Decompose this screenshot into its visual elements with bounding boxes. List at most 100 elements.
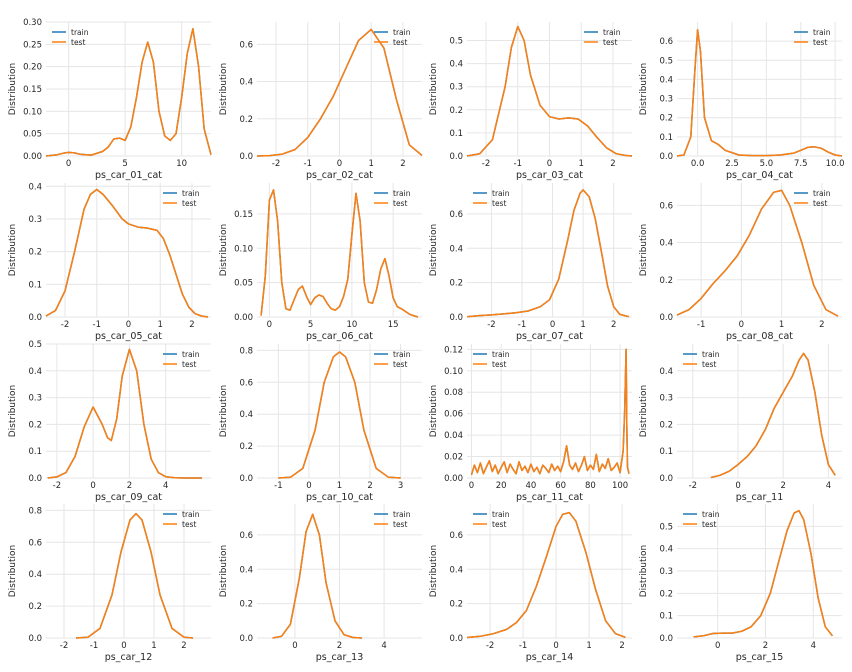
legend-label-train: train	[393, 350, 411, 359]
legend-label-train: train	[813, 28, 831, 37]
x-tick-label: 0	[547, 159, 552, 169]
y-tick-label: 0.3	[659, 394, 673, 404]
x-tick-label: 1	[369, 159, 374, 169]
y-tick-label: 0.4	[28, 367, 42, 377]
legend-label-train: train	[492, 189, 510, 198]
subplot-ps-car-11-cat: 0 20 40 60 80 100 0.00 0.02 0.04 0.06 0.08 0.10 0.12…	[429, 344, 632, 503]
x-tick-label: 4	[381, 641, 386, 651]
y-tick-label: 0.5	[449, 36, 463, 46]
x-axis-label: ps_car_08_cat	[726, 331, 793, 342]
y-axis-label: Distribution	[8, 224, 18, 277]
subplot-ps-car-15: 0 2 4 0.0 0.1 0.2 0.3 0.4 0.5 ps_car_15 Distributi…	[639, 504, 842, 663]
x-tick-label: 5	[308, 320, 313, 330]
subplot-ps-car-03-cat: -2 -1 0 1 2 0.0 0.1 0.2 0.3 0.4 0.5 ps_car_03_cat Di…	[429, 22, 633, 181]
x-tick-label: -1	[274, 481, 282, 491]
y-tick-label: 0.6	[239, 40, 253, 50]
legend-label-test: test	[71, 38, 85, 47]
y-tick-label: 0.3	[659, 95, 673, 105]
x-tick-label: 4	[826, 481, 831, 491]
x-tick-label: 2	[337, 641, 342, 651]
x-tick-label: 1	[151, 641, 156, 651]
series-line-train	[272, 513, 362, 639]
x-axis-label: ps_car_14	[526, 652, 574, 663]
y-tick-label: 0.0	[449, 313, 463, 323]
y-tick-label: 0.5	[659, 56, 673, 66]
y-tick-label: 0.3	[28, 215, 42, 225]
x-tick-label: 2	[781, 481, 786, 491]
y-tick-label: 0.0	[28, 634, 42, 644]
series-line-test	[260, 189, 419, 318]
subplot-ps-car-04-cat: 0.0 2.5 5.0 7.5 10.0 0.0 0.1 0.2 0.3 0.4 0.5 0.6 ps_…	[639, 22, 845, 181]
series-line-train	[693, 509, 833, 638]
y-tick-label: 0.1	[659, 133, 673, 143]
y-tick-label: 0.8	[239, 346, 253, 356]
x-axis-label: ps_car_15	[736, 652, 784, 663]
x-axis-label: ps_car_13	[316, 652, 364, 663]
y-tick-label: 0.3	[28, 394, 42, 404]
x-tick-label: 10.0	[826, 159, 845, 169]
y-axis-label: Distribution	[219, 385, 229, 438]
y-axis-label: Distribution	[639, 63, 649, 116]
legend-label-test: test	[702, 520, 716, 529]
y-tick-label: 0.2	[239, 442, 253, 452]
y-tick-label: 0.4	[28, 570, 42, 580]
x-tick-label: -1	[518, 320, 526, 330]
x-tick-label: -1	[304, 159, 312, 169]
subplot-ps-car-13: 0 2 4 0.0 0.2 0.4 0.6 ps_car_13 Distribution trai…	[219, 504, 422, 663]
x-tick-label: 2	[367, 481, 372, 491]
series-line-test	[466, 25, 633, 157]
x-tick-label: 10	[346, 320, 357, 330]
x-tick-label: 5	[122, 159, 127, 169]
y-tick-label: 0.1	[659, 447, 673, 457]
x-tick-label: 4	[163, 481, 168, 491]
y-tick-label: 0.10	[444, 367, 463, 377]
series-line-test	[47, 348, 202, 479]
series-line-test	[75, 512, 194, 639]
subplot-ps-car-02-cat: -2 -1 0 1 2 0.0 0.2 0.4 0.6 ps_car_02_cat Distribu…	[219, 22, 423, 181]
x-tick-label: 2	[181, 641, 186, 651]
y-axis-label: Distribution	[429, 545, 439, 598]
x-tick-label: 2.5	[725, 159, 739, 169]
y-tick-label: 0.0	[449, 634, 463, 644]
x-tick-label: -2	[53, 481, 61, 491]
y-tick-label: 0.6	[239, 531, 253, 541]
y-tick-label: 0.0	[239, 152, 253, 162]
y-tick-label: 0.2	[659, 420, 673, 430]
y-tick-label: 0.2	[659, 114, 673, 124]
subplot-ps-car-05-cat: -2 -1 0 1 2 0.0 0.1 0.2 0.3 0.4 ps_car_05_cat Distr…	[8, 182, 211, 342]
legend-label-train: train	[182, 350, 200, 359]
y-tick-label: 0.0	[659, 313, 673, 323]
y-tick-label: 0.15	[23, 85, 42, 95]
y-tick-label: 0.6	[28, 538, 42, 548]
legend-label-train: train	[393, 189, 411, 198]
subplot-ps-car-14: -2 -1 0 1 2 0.0 0.2 0.4 0.6 ps_car_14 Distribution…	[429, 504, 632, 663]
x-tick-label: 40	[526, 481, 537, 491]
y-tick-label: 0.08	[444, 388, 463, 398]
x-tick-label: 2	[189, 320, 194, 330]
series-line-test	[256, 28, 423, 157]
y-tick-label: 0.15	[234, 210, 253, 220]
series-line-test	[470, 348, 630, 476]
series-line-train	[710, 352, 836, 479]
series-line-test	[710, 352, 836, 479]
y-tick-label: 0.6	[659, 37, 673, 47]
legend-label-train: train	[603, 28, 621, 37]
series-line-train	[466, 511, 626, 639]
x-axis-label: ps_car_06_cat	[306, 331, 373, 342]
x-tick-label: -2	[272, 159, 280, 169]
y-tick-label: 0.00	[23, 152, 42, 162]
y-axis-label: Distribution	[219, 224, 229, 277]
legend-label-train: train	[71, 28, 89, 37]
y-tick-label: 0.2	[239, 600, 253, 610]
x-axis-label: ps_car_11	[736, 492, 784, 503]
x-tick-label: 2	[619, 641, 624, 651]
y-tick-label: 0.2	[659, 276, 673, 286]
y-tick-label: 0.4	[239, 410, 253, 420]
y-axis-label: Distribution	[429, 63, 439, 116]
legend-label-test: test	[393, 38, 407, 47]
x-tick-label: 10	[176, 159, 187, 169]
legend-label-train: train	[702, 510, 720, 519]
subplot-ps-car-09-cat: -2 0 2 4 0.0 0.1 0.2 0.3 0.4 0.5 ps_car_09_cat Dist…	[8, 340, 211, 503]
y-tick-label: 0.12	[444, 345, 463, 355]
x-tick-label: 0	[267, 320, 272, 330]
